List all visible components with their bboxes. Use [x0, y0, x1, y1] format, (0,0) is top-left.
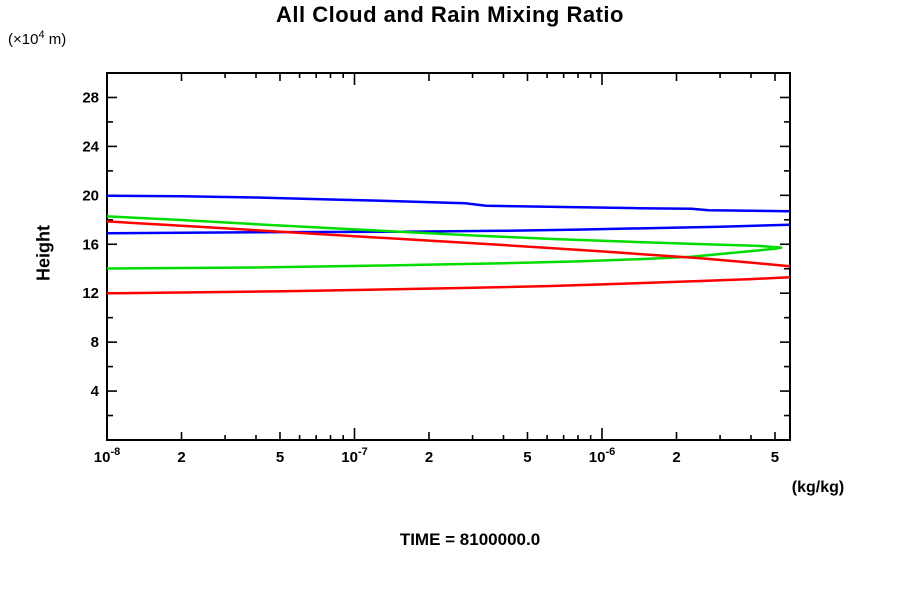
y-tick-label: 4 — [91, 383, 100, 400]
series-red-lower-branch — [106, 276, 791, 295]
y-tick-label: 8 — [91, 334, 99, 351]
x-tick-label: 10-8 — [94, 446, 120, 466]
y-tick-label: 24 — [82, 138, 99, 155]
series-blue-lower-branch — [106, 223, 791, 235]
x-tick-label: 10-7 — [341, 446, 367, 466]
x-tick-label: 2 — [672, 449, 680, 466]
chart-title: All Cloud and Rain Mixing Ratio — [276, 2, 624, 27]
x-tick-label: 5 — [276, 449, 284, 466]
x-tick-label: 2 — [177, 449, 185, 466]
series-green-loop — [106, 215, 783, 270]
x-axis-unit-label: (kg/kg) — [791, 479, 845, 496]
y-axis-unit-superscript: 4 — [38, 29, 45, 41]
x-tick-label: 10-6 — [589, 446, 615, 466]
time-label: TIME = 8100000.0 — [399, 530, 541, 549]
y-tick-label: 16 — [82, 236, 99, 253]
plot-frame — [106, 72, 791, 441]
y-tick-label: 20 — [82, 187, 99, 204]
x-tick-label: 5 — [523, 449, 531, 466]
series-blue-upper-branch — [106, 194, 791, 213]
x-tick-label: 2 — [425, 449, 433, 466]
y-tick-label: 12 — [82, 285, 99, 302]
series-red-upper-branch — [106, 220, 791, 268]
y-axis-unit-prefix: (×10 — [8, 31, 39, 48]
y-axis-unit-suffix: m) — [44, 31, 67, 48]
y-axis-unit-label: (×104 m) — [8, 29, 66, 48]
x-tick-label: 5 — [771, 449, 779, 466]
y-tick-label: 28 — [82, 89, 99, 106]
